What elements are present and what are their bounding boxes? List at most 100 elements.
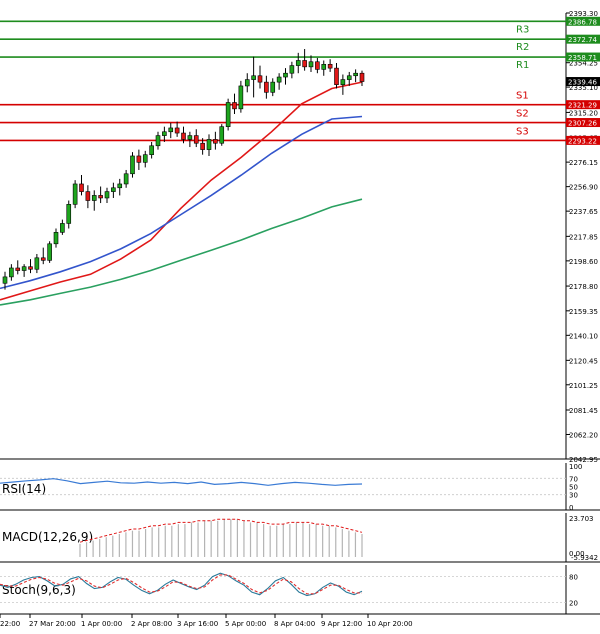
rsi-tick-label: 70 <box>569 475 578 483</box>
level-label-s2: S2 <box>516 109 529 120</box>
x-tick-label: 3 Apr 16:00 <box>177 620 218 628</box>
stoch-panel: 80 20 Stoch(9,6,3) <box>0 565 600 615</box>
candle-bullish <box>308 61 314 68</box>
x-tick-label: 2 Apr 08:00 <box>131 620 172 628</box>
rsi-line <box>0 478 363 486</box>
candle-bullish <box>353 72 358 77</box>
x-tick-label: 1 Apr 00:00 <box>81 620 122 628</box>
price-tick-label: 2178.80 <box>569 283 598 291</box>
macd-tick-label: -5.9342 <box>571 554 598 562</box>
candle-bearish <box>181 132 186 140</box>
level-price-tag-label: 2293.22 <box>568 137 597 145</box>
candle-bullish <box>206 139 212 150</box>
current-price-label: 2339.46 <box>568 79 597 87</box>
level-price-tag <box>566 34 600 44</box>
level-price-tag <box>566 118 600 128</box>
rsi-tick-label: 50 <box>569 484 578 492</box>
stoch-label: Stoch(9,6,3) <box>2 583 76 597</box>
rsi-tick-label: 30 <box>569 492 578 500</box>
macd-tick-label: 23.703 <box>569 515 594 523</box>
level-label-s1: S1 <box>516 91 529 102</box>
candle-bullish <box>91 195 97 201</box>
price-tick-label: 2101.25 <box>569 382 598 390</box>
stoch-line-k <box>0 572 363 597</box>
candle-bearish <box>264 81 269 93</box>
price-tick-label: 2393.30 <box>569 10 598 18</box>
price-tick-label: 2081.45 <box>569 407 598 415</box>
level-price-tag <box>566 52 600 62</box>
rsi-label: RSI(14) <box>2 482 46 496</box>
x-tick-label: 5 Apr 00:00 <box>225 620 266 628</box>
level-price-tag-label: 2321.29 <box>568 102 597 110</box>
candle-bullish <box>130 155 135 175</box>
x-tick-label: 10 Apr 20:00 <box>367 620 413 628</box>
candle-bullish <box>60 223 65 233</box>
level-price-tag-label: 2386.78 <box>568 18 597 26</box>
candle-bullish <box>168 127 174 133</box>
candle-bullish <box>66 204 72 224</box>
candle-bearish <box>136 155 142 163</box>
candle-bearish <box>200 142 205 150</box>
price-tick-label: 2062.20 <box>569 431 598 439</box>
rsi-tick-label: 0 <box>569 504 573 512</box>
candle-bullish <box>283 72 288 78</box>
candle-bullish <box>142 154 148 163</box>
candle-bullish <box>72 183 78 205</box>
price-tick-label: 2140.10 <box>569 332 598 340</box>
candle-bullish <box>187 135 193 140</box>
price-tick-label: 2198.60 <box>569 258 598 266</box>
candle-bullish <box>123 173 129 185</box>
rsi-tick-label: 100 <box>569 463 582 471</box>
price-tick-label: 2159.35 <box>569 308 598 316</box>
level-price-tag <box>566 135 600 145</box>
level-label-r2: R2 <box>516 42 529 53</box>
candle-bullish <box>289 65 295 74</box>
ma-line-ma100 <box>0 198 363 306</box>
candle-bullish <box>47 243 52 261</box>
candle-bearish <box>193 135 199 144</box>
macd-tick-label: 0.00 <box>569 550 585 558</box>
candle-bearish <box>315 61 320 70</box>
level-price-tag <box>566 100 600 110</box>
price-tick-label: 2335.10 <box>569 84 598 92</box>
candle-bullish <box>346 75 352 80</box>
price-tick-label: 2315.20 <box>569 109 598 117</box>
level-price-tag-label: 2372.74 <box>568 36 597 44</box>
candle-bullish <box>111 187 116 192</box>
x-axis: 22:00 27 Mar 20:00 1 Apr 00:00 2 Apr 08:00 3… <box>0 614 413 628</box>
candle-bullish <box>321 64 327 70</box>
candle-bullish <box>162 131 167 136</box>
candle-bullish <box>244 79 250 87</box>
candle-bullish <box>340 79 346 85</box>
stoch-tick-label: 20 <box>569 599 578 607</box>
price-tick-label: 2217.85 <box>569 233 598 241</box>
candle-bullish <box>21 266 27 271</box>
candle-bullish <box>276 76 282 83</box>
candle-bearish <box>359 72 365 82</box>
level-price-tag-label: 2307.26 <box>568 120 597 128</box>
candle-bearish <box>85 191 91 201</box>
candle-bullish <box>155 135 161 147</box>
price-panel: 2393.302374.302354.252335.102315.202295.… <box>0 10 600 464</box>
candle-bearish <box>15 267 21 271</box>
candle-bullish <box>238 85 244 110</box>
candle-bearish <box>174 127 180 134</box>
current-price-tag <box>566 77 600 87</box>
candle-bearish <box>79 183 84 192</box>
price-tick-label: 2256.90 <box>569 184 598 192</box>
candle-bullish <box>149 145 154 155</box>
candle-bearish <box>302 60 307 68</box>
level-label-r1: R1 <box>516 60 529 71</box>
ma-line-ma50 <box>0 115 363 290</box>
candle-bearish <box>257 75 263 83</box>
candle-bearish <box>40 257 46 261</box>
x-tick-label: 22:00 <box>0 620 20 628</box>
price-tick-label: 2042.95 <box>569 456 598 464</box>
candle-bearish <box>327 64 333 69</box>
candle-bearish <box>213 139 218 144</box>
price-tick-label: 2354.25 <box>569 60 598 68</box>
candle-bullish <box>251 75 256 80</box>
candle-bullish <box>225 102 231 127</box>
